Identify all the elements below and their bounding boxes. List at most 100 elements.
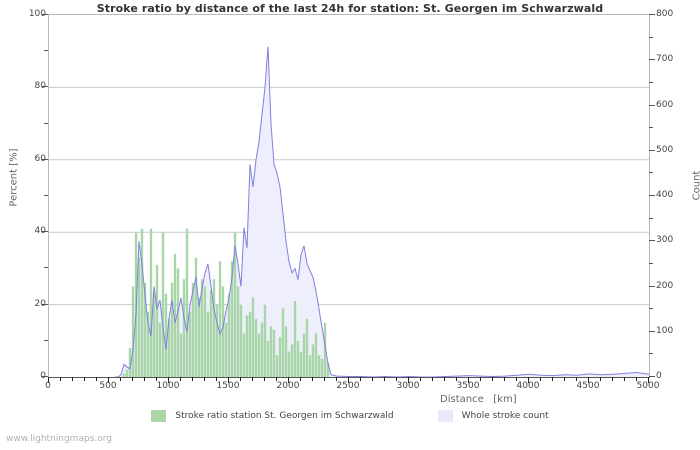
y-right-tick — [649, 104, 655, 106]
x-tick — [336, 377, 337, 381]
x-tick — [528, 377, 529, 383]
x-tick — [588, 377, 589, 383]
x-tick — [552, 377, 553, 381]
x-tick — [228, 377, 229, 383]
x-tick — [96, 377, 97, 381]
x-tick — [192, 377, 193, 381]
y-right-tick-label: 300 — [656, 235, 674, 246]
x-tick — [132, 377, 133, 381]
x-tick — [360, 377, 361, 381]
x-tick-label: 2000 — [276, 381, 300, 391]
x-tick — [612, 377, 613, 381]
x-tick — [456, 377, 457, 381]
y-left-tick — [42, 231, 48, 233]
plot-svg — [49, 46, 649, 377]
y-left-tick — [44, 339, 48, 341]
x-tick — [648, 377, 649, 383]
x-tick — [216, 377, 217, 381]
y-right-tick — [649, 127, 653, 129]
y-right-tick — [649, 81, 653, 83]
y-right-tick-label: 600 — [656, 99, 674, 110]
y-axis-left-title: Percent [%] — [8, 148, 20, 207]
y-left-tick — [42, 158, 48, 160]
plot-area — [48, 14, 650, 378]
x-tick — [624, 377, 625, 381]
y-left-tick-label: 20 — [34, 298, 46, 309]
x-tick — [540, 377, 541, 381]
legend-swatch-stroke-ratio — [151, 410, 167, 422]
x-axis-title: Distance [km] — [440, 394, 517, 405]
x-tick — [396, 377, 397, 381]
y-left-tick-label: 40 — [34, 226, 46, 237]
y-right-tick — [649, 149, 655, 151]
x-tick-label: 2500 — [336, 381, 360, 391]
y-right-tick — [649, 195, 655, 196]
y-right-tick — [649, 14, 655, 15]
x-tick — [180, 377, 181, 381]
chart-legend: Stroke ratio station St. Georgen im Schw… — [0, 410, 700, 422]
x-tick-label: 4500 — [576, 381, 600, 391]
stroke-ratio-bars — [122, 228, 330, 377]
x-tick — [384, 377, 385, 381]
y-right-tick-label: 0 — [656, 371, 662, 381]
legend-item-stroke-ratio[interactable]: Stroke ratio station St. Georgen im Schw… — [151, 410, 394, 422]
y-right-tick — [649, 285, 655, 287]
legend-label-whole-stroke-count: Whole stroke count — [461, 411, 549, 421]
y-right-tick-label: 800 — [656, 9, 674, 19]
x-tick-label: 5000 — [636, 381, 660, 391]
y-right-tick — [649, 262, 653, 264]
x-tick-label: 500 — [99, 381, 117, 391]
x-tick — [600, 377, 601, 381]
legend-swatch-whole-stroke-count — [437, 410, 453, 422]
x-tick — [408, 377, 409, 383]
y-right-tick — [649, 308, 653, 310]
x-tick — [288, 377, 289, 383]
legend-item-whole-stroke-count[interactable]: Whole stroke count — [437, 410, 549, 422]
whole-stroke-count-area — [115, 46, 649, 377]
y-axis-right-title: Count — [691, 170, 700, 201]
x-tick-label: 0 — [45, 381, 51, 391]
x-tick — [420, 377, 421, 381]
y-left-tick — [42, 14, 48, 15]
y-right-tick — [649, 353, 653, 355]
x-tick — [444, 377, 445, 381]
watermark: www.lightningmaps.org — [6, 434, 112, 444]
x-tick — [60, 377, 61, 381]
x-tick-label: 3000 — [396, 381, 420, 391]
x-tick — [492, 377, 493, 381]
y-left-tick — [44, 50, 48, 52]
x-tick — [372, 377, 373, 381]
x-tick — [468, 377, 469, 383]
x-tick — [636, 377, 637, 381]
y-right-tick-label: 400 — [656, 190, 674, 200]
x-tick — [480, 377, 481, 381]
y-left-tick-label: 80 — [34, 81, 46, 92]
y-left-tick — [44, 195, 48, 196]
x-tick-label: 4000 — [516, 381, 540, 391]
y-right-tick — [649, 330, 655, 332]
x-tick — [432, 377, 433, 381]
x-tick — [504, 377, 505, 381]
x-tick — [516, 377, 517, 381]
y-right-tick-label: 100 — [656, 325, 674, 336]
y-left-tick-label: 100 — [28, 9, 46, 19]
x-tick — [156, 377, 157, 381]
x-tick-label: 1000 — [156, 381, 180, 391]
y-right-tick-label: 700 — [656, 54, 674, 65]
x-tick — [72, 377, 73, 381]
x-tick — [204, 377, 205, 381]
x-tick — [168, 377, 169, 383]
x-tick — [564, 377, 565, 381]
x-tick-label: 1500 — [216, 381, 240, 391]
y-right-tick — [649, 240, 655, 242]
y-right-tick — [649, 59, 655, 61]
y-left-tick — [42, 303, 48, 305]
x-tick — [120, 377, 121, 381]
x-tick — [108, 377, 109, 383]
y-left-tick — [42, 376, 48, 377]
x-tick — [48, 377, 49, 383]
legend-label-stroke-ratio: Stroke ratio station St. Georgen im Schw… — [175, 411, 394, 421]
y-right-tick — [649, 36, 653, 38]
gridlines — [49, 86, 649, 306]
